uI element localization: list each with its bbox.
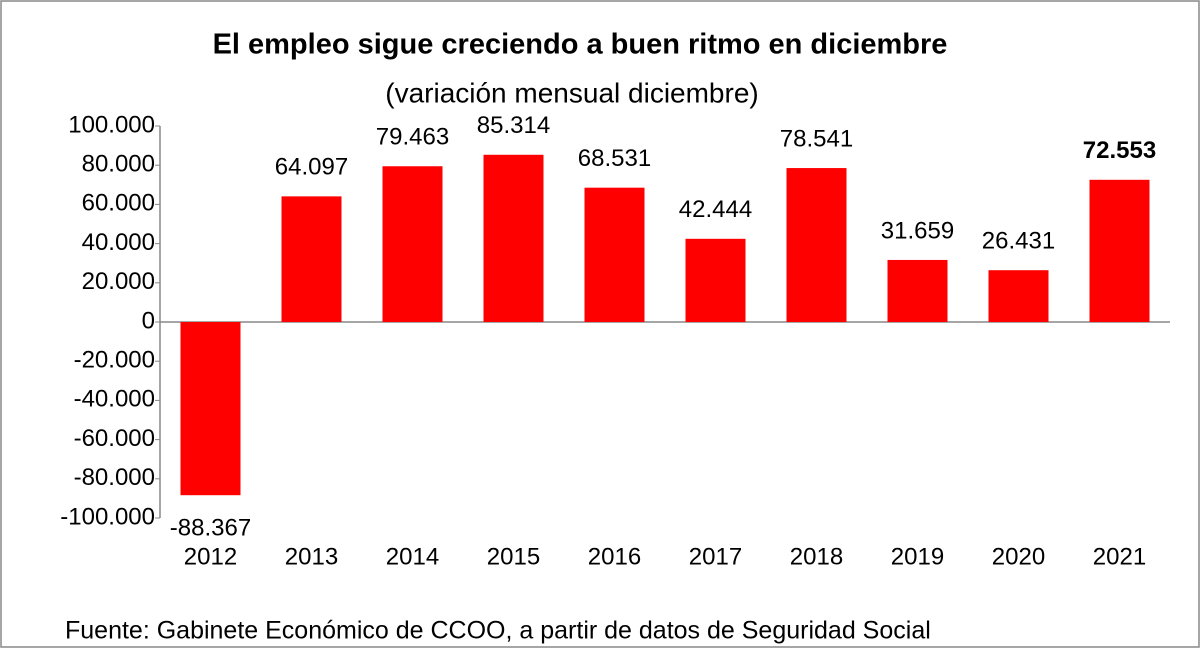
x-tick-label: 2020: [992, 543, 1045, 570]
x-tick-label: 2015: [487, 543, 540, 570]
x-tick-label: 2021: [1093, 543, 1146, 570]
chart-title: El empleo sigue creciendo a buen ritmo e…: [213, 29, 948, 61]
x-tick-label: 2017: [689, 543, 742, 570]
y-tick-label: 100.000: [68, 111, 155, 138]
bar: [483, 154, 544, 322]
y-tick-label: 80.000: [82, 151, 155, 178]
data-label: -88.367: [170, 515, 251, 542]
data-label: 85.314: [477, 112, 550, 139]
data-label: 78.541: [780, 125, 853, 152]
data-label: 31.659: [881, 217, 954, 244]
data-label: 72.553: [1083, 137, 1156, 164]
bar: [584, 187, 645, 322]
data-label: 68.531: [578, 145, 651, 172]
y-tick-label: -100.000: [60, 503, 155, 530]
bar: [887, 259, 948, 322]
bar: [382, 166, 443, 322]
y-tick-label: 20.000: [82, 268, 155, 295]
bar: [1089, 179, 1150, 322]
data-label: 42.444: [679, 196, 752, 223]
source-note: Fuente: Gabinete Económico de CCOO, a pa…: [65, 617, 931, 645]
x-tick-label: 2012: [184, 543, 237, 570]
x-tick-label: 2018: [790, 543, 843, 570]
bar: [988, 270, 1049, 322]
data-label: 26.431: [982, 228, 1055, 255]
y-tick-label: -20.000: [74, 347, 155, 374]
y-tick-label: 0: [142, 307, 155, 334]
x-tick-label: 2013: [285, 543, 338, 570]
x-tick-label: 2019: [891, 543, 944, 570]
chart-subtitle: (variación mensual diciembre): [385, 77, 758, 108]
y-tick-label: 40.000: [82, 229, 155, 256]
data-label: 79.463: [376, 124, 449, 151]
y-tick-label: -60.000: [74, 425, 155, 452]
x-tick-label: 2014: [386, 543, 439, 570]
bar: [180, 322, 241, 496]
y-tick-label: -40.000: [74, 386, 155, 413]
bar: [786, 168, 847, 322]
data-label: 64.097: [275, 154, 348, 181]
bar: [685, 238, 746, 322]
x-tick-label: 2016: [588, 543, 641, 570]
y-tick-label: -80.000: [74, 464, 155, 491]
y-tick-label: 60.000: [82, 190, 155, 217]
bar: [281, 196, 342, 322]
